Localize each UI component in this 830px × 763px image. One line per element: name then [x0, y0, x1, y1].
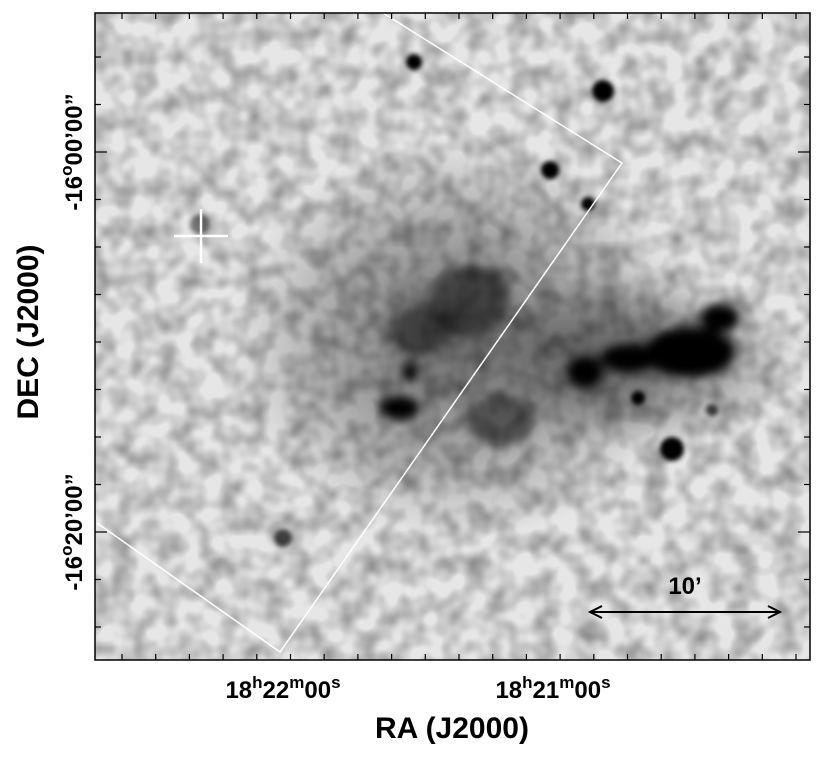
y-tick-label-part: 00’00”	[61, 93, 88, 165]
sky-image	[95, 13, 810, 660]
y-axis-label: DEC (J2000)	[12, 244, 45, 419]
y-tick-label-part: -16	[61, 176, 88, 211]
frame	[94, 12, 811, 661]
x-tick-label-part: m	[559, 673, 574, 692]
x-tick-label-part: 21	[533, 677, 560, 704]
y-tick-label-part: -16	[61, 556, 88, 591]
x-tick-label-part: h	[252, 673, 262, 692]
x-axis-label: RA (J2000)	[375, 712, 529, 745]
x-tick-label-part: 00	[304, 677, 331, 704]
x-tick-label-part: 18	[225, 677, 252, 704]
scale-bar	[587, 605, 783, 619]
y-tick-label: -16o00’00”	[57, 93, 88, 210]
x-tick-label-part: s	[601, 673, 610, 692]
x-tick-label-part: s	[331, 673, 340, 692]
y-tick-label-part: o	[57, 165, 76, 175]
x-tick-label: 18h21m00s	[495, 673, 610, 704]
x-tick-label-part: h	[522, 673, 532, 692]
x-tick-label-part: 18	[495, 677, 522, 704]
y-tick-label-part: 20’00”	[61, 473, 88, 545]
y-tick-label: -16o20’00”	[57, 473, 88, 590]
x-tick-label-part: m	[289, 673, 304, 692]
x-tick-label: 18h22m00s	[225, 673, 340, 704]
cross-marker	[174, 209, 228, 263]
x-tick-label-part: 00	[574, 677, 601, 704]
y-tick-label-part: o	[57, 545, 76, 555]
field-outline	[96, 13, 624, 654]
x-tick-label-part: 22	[263, 677, 290, 704]
ticks	[95, 13, 810, 660]
scale-bar-label: 10’	[668, 573, 701, 600]
